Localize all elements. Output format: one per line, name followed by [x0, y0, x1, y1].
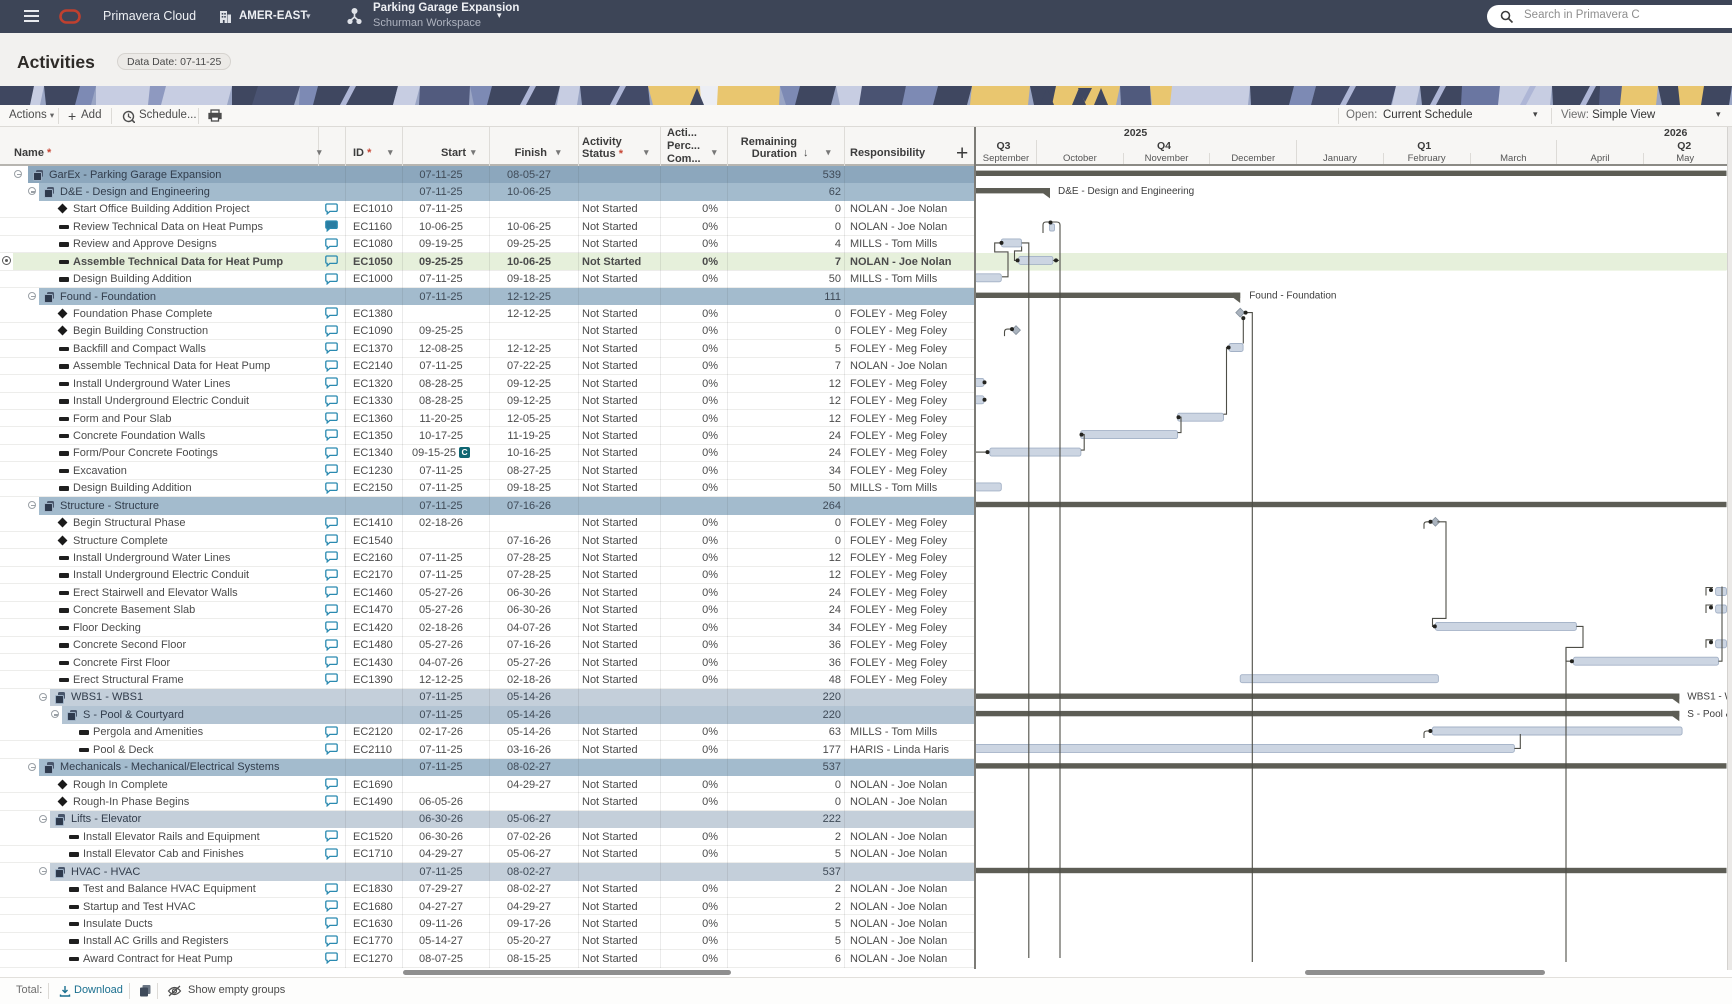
- svg-text:WBS1 - WBS1: WBS1 - WBS1: [1687, 692, 1727, 703]
- svg-text:S - Pool & Courtyard: S - Pool & Courtyard: [1687, 709, 1727, 720]
- svg-text:D&E - Design and Engineering: D&E - Design and Engineering: [1058, 186, 1194, 197]
- svg-text:Found - Foundation: Found - Foundation: [1249, 291, 1336, 302]
